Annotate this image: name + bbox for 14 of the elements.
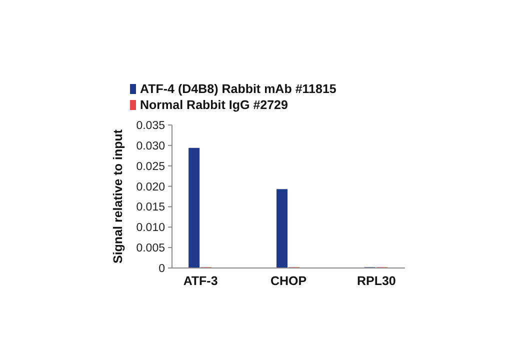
y-tick-label: 0 (158, 263, 165, 276)
y-tick-label: 0.035 (136, 120, 165, 132)
legend-label: Normal Rabbit IgG #2729 (140, 98, 288, 112)
legend-label: ATF-4 (D4B8) Rabbit mAb #11815 (140, 82, 336, 96)
y-tick-label: 0.025 (136, 160, 165, 173)
x-tick-label: RPL30 (356, 274, 396, 288)
y-axis-title: Signal relative to input (111, 128, 125, 264)
x-tick-label: CHOP (270, 274, 307, 288)
y-tick-label: 0.030 (136, 140, 165, 152)
y-tick-label: 0.005 (136, 242, 165, 255)
x-tick-label: ATF-3 (183, 274, 218, 288)
y-tick-label: 0.020 (136, 181, 165, 194)
y-tick-label: 0.010 (136, 222, 165, 234)
y-tick-label: 0.015 (136, 202, 165, 214)
